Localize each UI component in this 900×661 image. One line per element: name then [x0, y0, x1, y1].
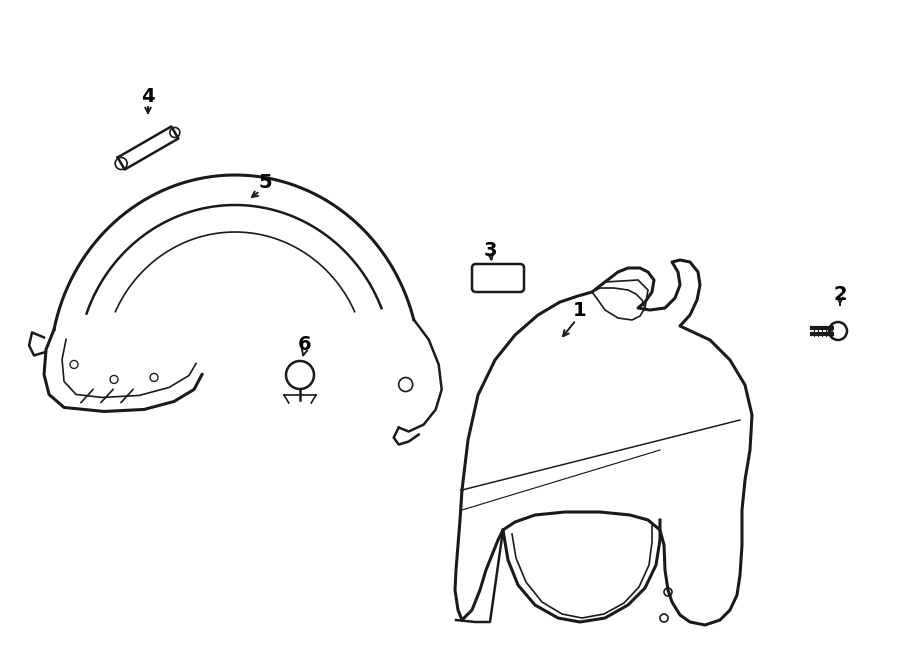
Text: 5: 5: [258, 173, 272, 192]
Text: 2: 2: [833, 286, 847, 305]
Text: 4: 4: [141, 87, 155, 106]
Text: 6: 6: [298, 336, 311, 354]
Text: 1: 1: [573, 301, 587, 319]
Text: 3: 3: [483, 241, 497, 260]
